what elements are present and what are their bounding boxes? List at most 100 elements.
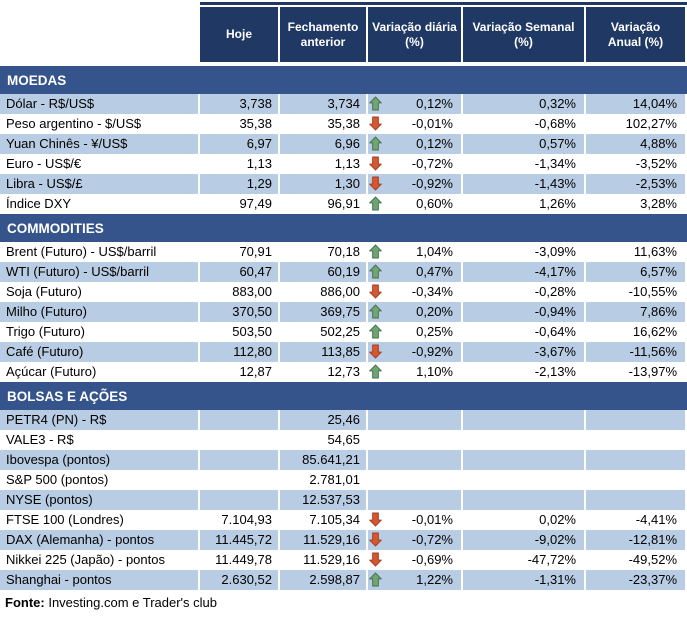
cell-variacao-diaria: -0,72% [368,530,463,550]
row-label: NYSE (pontos) [0,490,200,510]
row-label: Nikkei 225 (Japão) - pontos [0,550,200,570]
variacao-diaria-value: 0,12% [416,96,453,111]
cell-variacao-diaria: 0,12% [368,94,463,114]
cell-fechamento-anterior: 6,96 [280,134,368,154]
arrow-up-icon [369,244,382,259]
variacao-diaria-value: 0,12% [416,136,453,151]
cell-variacao-diaria [368,430,463,450]
arrow-up-icon [369,264,382,279]
cell-variacao-semanal: -3,67% [463,342,586,362]
cell-variacao-anual: 4,88% [586,134,687,154]
cell-variacao-anual: -12,81% [586,530,687,550]
cell-variacao-anual: 11,63% [586,242,687,262]
section-header: BOLSAS E AÇÕES [0,382,687,410]
cell-fechamento-anterior: 2.598,87 [280,570,368,590]
cell-fechamento-anterior: 369,75 [280,302,368,322]
table-row: NYSE (pontos) 12.537,53 [0,490,687,510]
cell-variacao-semanal: -0,94% [463,302,586,322]
table-row: Peso argentino - $/US$ 35,38 35,38 -0,01% -0… [0,114,687,134]
cell-fechamento-anterior: 3,734 [280,94,368,114]
variacao-diaria-value: 1,04% [416,244,453,259]
table-row: Brent (Futuro) - US$/barril 70,91 70,18 1,0… [0,242,687,262]
cell-variacao-diaria: 0,47% [368,262,463,282]
variacao-diaria-value: -0,92% [411,176,453,191]
cell-fechamento-anterior: 96,91 [280,194,368,214]
cell-variacao-anual: -23,37% [586,570,687,590]
cell-variacao-semanal [463,410,586,430]
column-header-variacao-diaria: Variação diária (%) [368,7,463,62]
table-row: Soja (Futuro) 883,00 886,00 -0,34% -0,28% -10… [0,282,687,302]
table-row: S&P 500 (pontos) 2.781,01 [0,470,687,490]
section-header: COMMODITIES [0,214,687,242]
column-header-variacao-semanal: Variação Semanal (%) [463,7,586,62]
cell-variacao-semanal [463,430,586,450]
column-header-hoje: Hoje [200,7,280,62]
arrow-up-icon [369,96,382,111]
cell-hoje: 112,80 [200,342,280,362]
row-label: FTSE 100 (Londres) [0,510,200,530]
row-label: WTI (Futuro) - US$/barril [0,262,200,282]
cell-variacao-semanal: -47,72% [463,550,586,570]
cell-variacao-semanal: 1,26% [463,194,586,214]
cell-hoje [200,450,280,470]
table-row: Euro - US$/€ 1,13 1,13 -0,72% -1,34% -3,52% [0,154,687,174]
cell-variacao-diaria: -0,69% [368,550,463,570]
arrow-up-icon [369,364,382,379]
cell-variacao-anual [586,470,687,490]
row-label: Yuan Chinês - ¥/US$ [0,134,200,154]
table-row: Libra - US$/£ 1,29 1,30 -0,92% -1,43% -2,53% [0,174,687,194]
cell-variacao-diaria [368,410,463,430]
cell-variacao-anual: -3,52% [586,154,687,174]
cell-fechamento-anterior: 11.529,16 [280,530,368,550]
cell-fechamento-anterior: 54,65 [280,430,368,450]
table-row: Dólar - R$/US$ 3,738 3,734 0,12% 0,32% 14,04% [0,94,687,114]
row-label: Açúcar (Futuro) [0,362,200,382]
cell-hoje [200,410,280,430]
cell-variacao-semanal: -1,34% [463,154,586,174]
table-row: Índice DXY 97,49 96,91 0,60% 1,26% 3,28% [0,194,687,214]
row-label: Shanghai - pontos [0,570,200,590]
row-label: Café (Futuro) [0,342,200,362]
cell-hoje [200,490,280,510]
variacao-diaria-value: -0,92% [411,344,453,359]
row-label: Libra - US$/£ [0,174,200,194]
cell-variacao-anual [586,410,687,430]
row-label: S&P 500 (pontos) [0,470,200,490]
row-label: Índice DXY [0,194,200,214]
cell-fechamento-anterior: 1,30 [280,174,368,194]
cell-hoje: 11.449,78 [200,550,280,570]
cell-variacao-diaria [368,490,463,510]
cell-hoje: 35,38 [200,114,280,134]
row-label: Brent (Futuro) - US$/barril [0,242,200,262]
cell-hoje: 60,47 [200,262,280,282]
row-label: Ibovespa (pontos) [0,450,200,470]
cell-hoje: 12,87 [200,362,280,382]
variacao-diaria-value: 0,47% [416,264,453,279]
row-label: PETR4 (PN) - R$ [0,410,200,430]
row-label: DAX (Alemanha) - pontos [0,530,200,550]
cell-variacao-semanal: -0,68% [463,114,586,134]
cell-variacao-anual [586,430,687,450]
cell-fechamento-anterior: 12.537,53 [280,490,368,510]
table-row: Nikkei 225 (Japão) - pontos 11.449,78 11.5… [0,550,687,570]
cell-variacao-anual: -49,52% [586,550,687,570]
variacao-diaria-value: 0,25% [416,324,453,339]
cell-hoje: 70,91 [200,242,280,262]
cell-hoje: 883,00 [200,282,280,302]
variacao-diaria-value: -0,69% [411,552,453,567]
cell-hoje [200,470,280,490]
table-row: VALE3 - R$ 54,65 [0,430,687,450]
cell-variacao-anual: 102,27% [586,114,687,134]
cell-variacao-semanal [463,490,586,510]
cell-variacao-anual: -13,97% [586,362,687,382]
cell-variacao-diaria: 1,04% [368,242,463,262]
arrow-up-icon [369,572,382,587]
cell-fechamento-anterior: 7.105,34 [280,510,368,530]
variacao-diaria-value: 1,10% [416,364,453,379]
table-row: Shanghai - pontos 2.630,52 2.598,87 1,22% -1… [0,570,687,590]
cell-variacao-semanal [463,470,586,490]
cell-variacao-diaria: -0,92% [368,342,463,362]
table-header-row: Hoje Fechamento anterior Variação diária… [0,7,687,62]
cell-variacao-semanal: 0,32% [463,94,586,114]
row-label: VALE3 - R$ [0,430,200,450]
